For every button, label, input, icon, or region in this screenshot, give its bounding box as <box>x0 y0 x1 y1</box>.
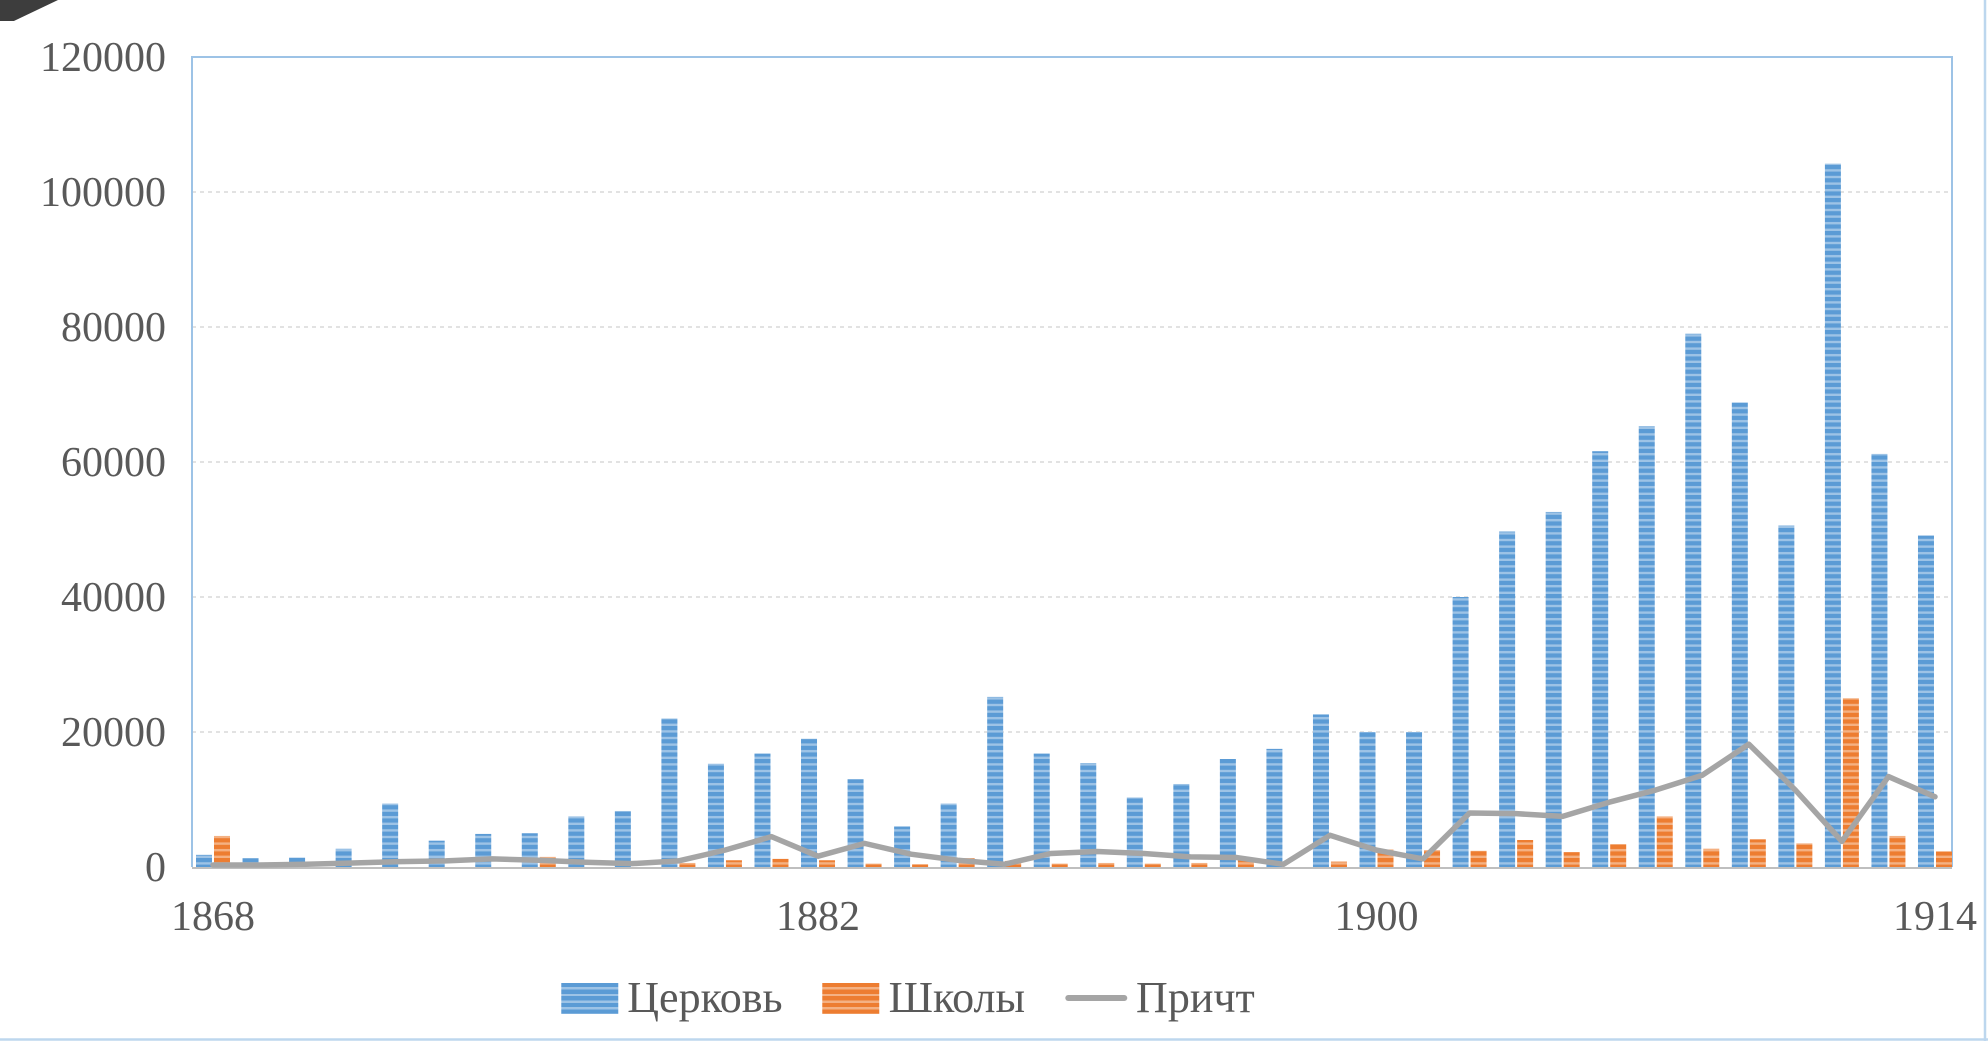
church-bar <box>1871 453 1888 867</box>
church-bar <box>1312 714 1329 867</box>
church-bar <box>1406 732 1423 867</box>
church-bar <box>707 763 724 867</box>
legend-item-schools: Школы <box>822 973 1026 1022</box>
legend-item-church: Церковь <box>561 973 783 1022</box>
schools-bar <box>1749 839 1766 867</box>
church-bar <box>1499 531 1516 867</box>
clergy-line <box>210 741 1938 868</box>
church-bar <box>1685 333 1702 867</box>
church-bar <box>196 854 212 867</box>
schools-bar <box>1563 852 1580 867</box>
schools-bar <box>1610 844 1627 867</box>
y-tick-label: 40000 <box>61 575 166 621</box>
church-bar <box>1638 426 1655 867</box>
church-bar <box>1080 763 1097 867</box>
church-bar <box>1824 163 1841 867</box>
church-bar <box>987 696 1004 867</box>
church-bar <box>382 803 399 867</box>
schools-bar <box>725 860 742 867</box>
church-bar <box>754 753 771 867</box>
schools-legend-label: Школы <box>888 973 1026 1022</box>
schools-bar <box>1098 862 1115 867</box>
legend: Церковь Школы Причт <box>561 973 1255 1022</box>
schools-bar <box>1470 850 1487 867</box>
church-legend-label: Церковь <box>627 973 783 1022</box>
church-legend-swatch <box>561 982 619 1014</box>
church-bar <box>1359 732 1376 867</box>
y-tick-label: 100000 <box>40 170 166 216</box>
x-tick-label: 1914 <box>1893 894 1977 940</box>
schools-bar <box>1330 861 1347 867</box>
schools-bar <box>1237 858 1254 867</box>
schools-bar <box>865 863 882 867</box>
x-tick-label: 1900 <box>1335 894 1419 940</box>
church-bar <box>661 718 678 867</box>
church-bar <box>1545 511 1562 867</box>
church-bar <box>894 826 911 867</box>
x-tick-label: 1868 <box>171 894 255 940</box>
clergy-legend-line-swatch <box>1065 995 1128 1001</box>
schools-bar <box>679 862 696 867</box>
schools-bar <box>1935 851 1952 867</box>
schools-bar <box>1144 863 1161 867</box>
schools-bar <box>1842 698 1859 867</box>
church-bar <box>1592 451 1609 867</box>
church-bar <box>1778 525 1795 867</box>
schools-bar <box>1191 862 1208 867</box>
church-bar <box>1266 748 1283 867</box>
church-bar <box>801 738 818 867</box>
church-bar <box>614 810 631 867</box>
church-bar <box>1917 535 1934 867</box>
schools-bar <box>1703 848 1720 867</box>
church-bar <box>1731 402 1748 867</box>
church-bar <box>1033 753 1050 867</box>
church-bar <box>1126 797 1143 867</box>
church-bar <box>1173 783 1190 867</box>
schools-legend-swatch <box>822 982 880 1014</box>
schools-bar <box>1656 816 1673 867</box>
schools-bar <box>1517 840 1534 867</box>
church-bar <box>1219 759 1236 867</box>
church-bar <box>1452 597 1469 867</box>
clergy-legend-label: Причт <box>1136 973 1255 1022</box>
y-tick-label: 20000 <box>61 710 166 756</box>
y-tick-label: 120000 <box>40 35 166 81</box>
plot-border <box>191 56 1953 867</box>
schools-bar <box>1796 843 1813 867</box>
y-tick-label: 0 <box>145 845 166 891</box>
schools-bar <box>912 864 929 867</box>
schools-bar <box>772 858 789 867</box>
church-bar <box>940 803 957 867</box>
church-bar <box>847 779 864 867</box>
y-tick-label: 60000 <box>61 440 166 486</box>
y-tick-label: 80000 <box>61 305 166 351</box>
church-bar <box>568 816 585 867</box>
schools-bar <box>819 860 836 867</box>
schools-bar <box>1889 835 1906 867</box>
legend-item-clergy: Причт <box>1065 976 1255 1020</box>
x-tick-label: 1882 <box>776 894 860 940</box>
schools-bar <box>1051 863 1068 867</box>
schools-bar <box>214 835 230 867</box>
